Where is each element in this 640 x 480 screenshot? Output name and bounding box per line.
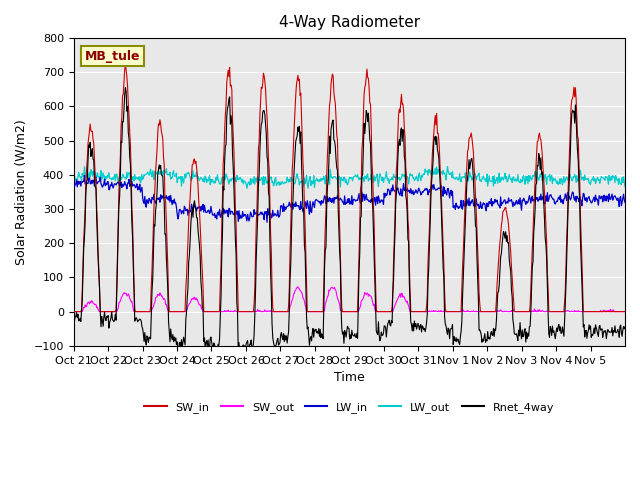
Legend: SW_in, SW_out, LW_in, LW_out, Rnet_4way: SW_in, SW_out, LW_in, LW_out, Rnet_4way [140, 397, 559, 417]
Title: 4-Way Radiometer: 4-Way Radiometer [279, 15, 420, 30]
Text: MB_tule: MB_tule [84, 49, 140, 63]
X-axis label: Time: Time [334, 371, 365, 384]
Y-axis label: Solar Radiation (W/m2): Solar Radiation (W/m2) [15, 119, 28, 265]
